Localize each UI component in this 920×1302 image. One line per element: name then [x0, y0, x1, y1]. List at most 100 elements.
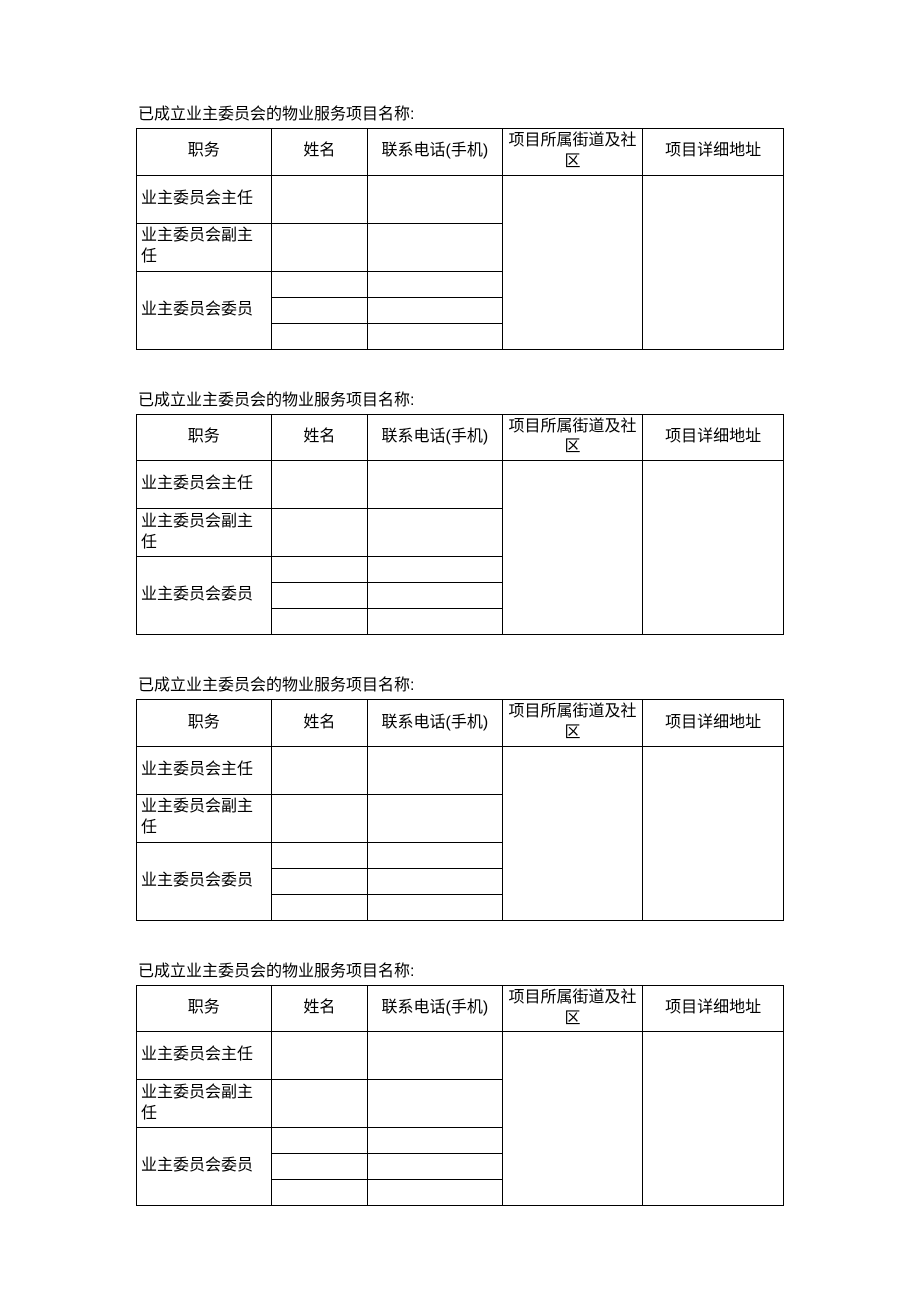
vice-chairman-name-cell: [271, 794, 367, 842]
position-vice-chairman: 业主委员会副主任: [137, 794, 272, 842]
table-header-row: 职务 姓名 联系电话(手机) 项目所属街道及社区 项目详细地址: [137, 129, 784, 176]
header-district: 项目所属街道及社区: [502, 985, 643, 1032]
chairman-row: 业主委员会主任: [137, 1032, 784, 1080]
member-name-cell-3: [271, 894, 367, 920]
address-cell: [643, 1032, 784, 1206]
member-name-cell-2: [271, 297, 367, 323]
chairman-row: 业主委员会主任: [137, 746, 784, 794]
table-header-row: 职务 姓名 联系电话(手机) 项目所属街道及社区 项目详细地址: [137, 414, 784, 461]
committee-section-3: 已成立业主委员会的物业服务项目名称: 职务 姓名 联系电话(手机) 项目所属街道…: [136, 671, 784, 921]
position-chairman: 业主委员会主任: [137, 461, 272, 509]
district-cell: [502, 175, 643, 349]
position-chairman: 业主委员会主任: [137, 175, 272, 223]
district-cell: [502, 1032, 643, 1206]
committee-table-1: 职务 姓名 联系电话(手机) 项目所属街道及社区 项目详细地址 业主委员会主任 …: [136, 128, 784, 350]
chairman-name-cell: [271, 461, 367, 509]
position-vice-chairman: 业主委员会副主任: [137, 509, 272, 557]
position-chairman: 业主委员会主任: [137, 1032, 272, 1080]
vice-chairman-name-cell: [271, 1080, 367, 1128]
section-title: 已成立业主委员会的物业服务项目名称:: [136, 100, 784, 124]
header-address: 项目详细地址: [643, 700, 784, 747]
header-address: 项目详细地址: [643, 414, 784, 461]
header-phone: 联系电话(手机): [368, 985, 503, 1032]
member-phone-cell-1: [368, 842, 503, 868]
vice-chairman-phone-cell: [368, 223, 503, 271]
chairman-phone-cell: [368, 746, 503, 794]
header-position: 职务: [137, 985, 272, 1032]
member-phone-cell-3: [368, 894, 503, 920]
address-cell: [643, 461, 784, 635]
member-name-cell-3: [271, 323, 367, 349]
committee-table-2: 职务 姓名 联系电话(手机) 项目所属街道及社区 项目详细地址 业主委员会主任 …: [136, 414, 784, 636]
district-cell: [502, 746, 643, 920]
header-name: 姓名: [271, 414, 367, 461]
committee-table-4: 职务 姓名 联系电话(手机) 项目所属街道及社区 项目详细地址 业主委员会主任 …: [136, 985, 784, 1207]
header-name: 姓名: [271, 985, 367, 1032]
header-position: 职务: [137, 700, 272, 747]
member-name-cell-1: [271, 1128, 367, 1154]
member-phone-cell-3: [368, 323, 503, 349]
member-name-cell-2: [271, 583, 367, 609]
position-member: 业主委员会委员: [137, 842, 272, 920]
header-district: 项目所属街道及社区: [502, 700, 643, 747]
chairman-phone-cell: [368, 1032, 503, 1080]
section-title: 已成立业主委员会的物业服务项目名称:: [136, 386, 784, 410]
header-name: 姓名: [271, 129, 367, 176]
address-cell: [643, 746, 784, 920]
header-address: 项目详细地址: [643, 129, 784, 176]
committee-section-2: 已成立业主委员会的物业服务项目名称: 职务 姓名 联系电话(手机) 项目所属街道…: [136, 386, 784, 636]
header-position: 职务: [137, 129, 272, 176]
header-district: 项目所属街道及社区: [502, 414, 643, 461]
header-address: 项目详细地址: [643, 985, 784, 1032]
address-cell: [643, 175, 784, 349]
header-phone: 联系电话(手机): [368, 129, 503, 176]
member-name-cell-2: [271, 868, 367, 894]
position-chairman: 业主委员会主任: [137, 746, 272, 794]
member-name-cell-1: [271, 842, 367, 868]
member-phone-cell-2: [368, 868, 503, 894]
committee-section-4: 已成立业主委员会的物业服务项目名称: 职务 姓名 联系电话(手机) 项目所属街道…: [136, 957, 784, 1207]
header-phone: 联系电话(手机): [368, 414, 503, 461]
section-title: 已成立业主委员会的物业服务项目名称:: [136, 957, 784, 981]
header-position: 职务: [137, 414, 272, 461]
member-phone-cell-2: [368, 583, 503, 609]
chairman-name-cell: [271, 746, 367, 794]
member-phone-cell-1: [368, 1128, 503, 1154]
member-name-cell-3: [271, 609, 367, 635]
member-phone-cell-3: [368, 609, 503, 635]
position-member: 业主委员会委员: [137, 1128, 272, 1206]
position-member: 业主委员会委员: [137, 557, 272, 635]
chairman-row: 业主委员会主任: [137, 175, 784, 223]
member-phone-cell-1: [368, 557, 503, 583]
chairman-phone-cell: [368, 461, 503, 509]
table-header-row: 职务 姓名 联系电话(手机) 项目所属街道及社区 项目详细地址: [137, 700, 784, 747]
member-name-cell-3: [271, 1180, 367, 1206]
member-phone-cell-2: [368, 1154, 503, 1180]
chairman-phone-cell: [368, 175, 503, 223]
header-phone: 联系电话(手机): [368, 700, 503, 747]
header-name: 姓名: [271, 700, 367, 747]
vice-chairman-phone-cell: [368, 794, 503, 842]
header-district: 项目所属街道及社区: [502, 129, 643, 176]
vice-chairman-phone-cell: [368, 1080, 503, 1128]
table-header-row: 职务 姓名 联系电话(手机) 项目所属街道及社区 项目详细地址: [137, 985, 784, 1032]
vice-chairman-name-cell: [271, 223, 367, 271]
position-member: 业主委员会委员: [137, 271, 272, 349]
chairman-name-cell: [271, 175, 367, 223]
vice-chairman-name-cell: [271, 509, 367, 557]
member-name-cell-1: [271, 271, 367, 297]
committee-table-3: 职务 姓名 联系电话(手机) 项目所属街道及社区 项目详细地址 业主委员会主任 …: [136, 699, 784, 921]
member-name-cell-1: [271, 557, 367, 583]
section-title: 已成立业主委员会的物业服务项目名称:: [136, 671, 784, 695]
chairman-row: 业主委员会主任: [137, 461, 784, 509]
district-cell: [502, 461, 643, 635]
chairman-name-cell: [271, 1032, 367, 1080]
member-phone-cell-2: [368, 297, 503, 323]
member-name-cell-2: [271, 1154, 367, 1180]
position-vice-chairman: 业主委员会副主任: [137, 223, 272, 271]
vice-chairman-phone-cell: [368, 509, 503, 557]
member-phone-cell-3: [368, 1180, 503, 1206]
member-phone-cell-1: [368, 271, 503, 297]
position-vice-chairman: 业主委员会副主任: [137, 1080, 272, 1128]
committee-section-1: 已成立业主委员会的物业服务项目名称: 职务 姓名 联系电话(手机) 项目所属街道…: [136, 100, 784, 350]
